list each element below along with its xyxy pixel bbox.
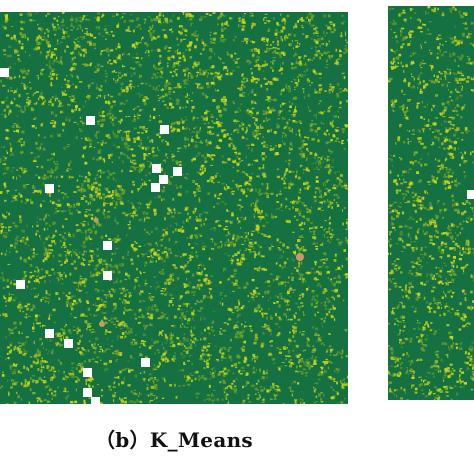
sample-markers bbox=[0, 68, 182, 404]
classification-map-next bbox=[388, 6, 474, 400]
next-map-canvas bbox=[388, 6, 474, 400]
sample-marker bbox=[16, 280, 25, 289]
sample-marker bbox=[159, 175, 168, 184]
kmeans-map-canvas bbox=[0, 12, 348, 404]
bare-soil-patch bbox=[296, 253, 304, 261]
sample-marker bbox=[103, 241, 112, 250]
sample-marker bbox=[151, 183, 160, 192]
vegetation-texture bbox=[388, 6, 474, 400]
sample-marker bbox=[64, 339, 73, 348]
sample-marker bbox=[86, 116, 95, 125]
panel-caption: （b）K_Means bbox=[95, 428, 253, 452]
vegetation-texture bbox=[0, 12, 348, 404]
sample-marker bbox=[103, 271, 112, 280]
sample-marker bbox=[83, 388, 92, 397]
sample-marker bbox=[0, 68, 9, 77]
classification-map-kmeans bbox=[0, 12, 348, 404]
sample-marker bbox=[160, 125, 169, 134]
sample-marker bbox=[45, 329, 54, 338]
bare-soil-patch bbox=[93, 217, 99, 223]
sample-marker bbox=[91, 397, 100, 404]
sample-marker bbox=[45, 184, 54, 193]
sample-marker bbox=[173, 167, 182, 176]
sample-marker bbox=[83, 368, 92, 377]
bare-soil-patch bbox=[99, 321, 105, 327]
sample-marker bbox=[141, 358, 150, 367]
sample-marker bbox=[467, 190, 474, 199]
sample-marker bbox=[152, 164, 161, 173]
